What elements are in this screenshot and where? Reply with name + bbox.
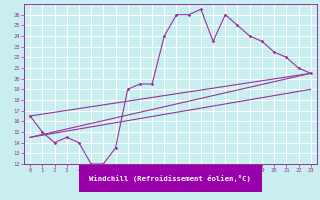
X-axis label: Windchill (Refroidissement éolien,°C): Windchill (Refroidissement éolien,°C) bbox=[90, 175, 251, 182]
